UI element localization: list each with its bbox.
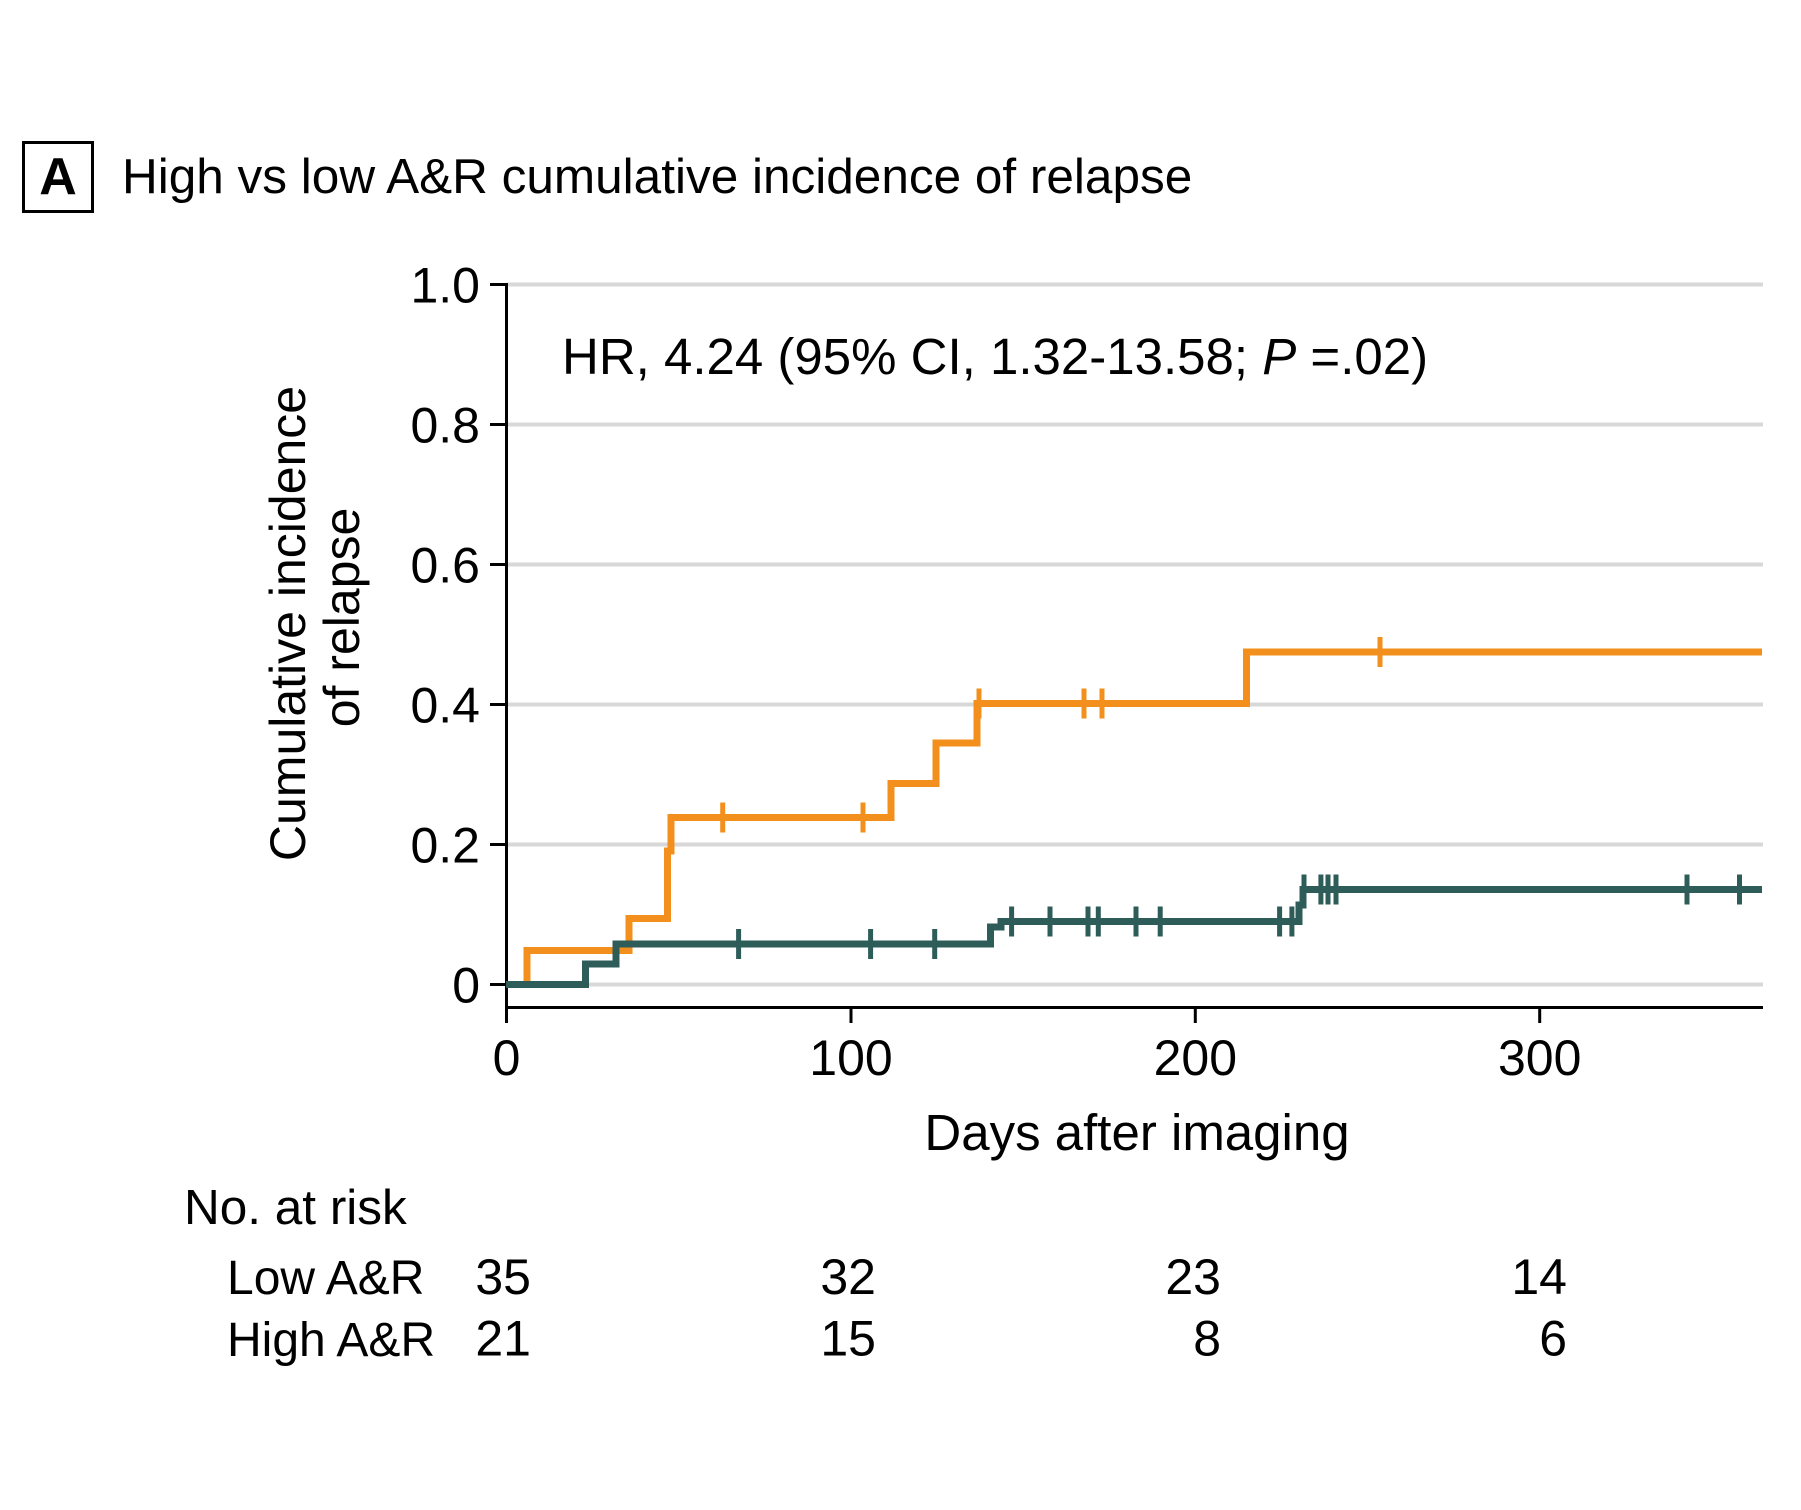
svg-text:Days after imaging: Days after imaging [924, 1104, 1349, 1161]
svg-text:14: 14 [1511, 1249, 1567, 1305]
svg-text:Low A&R: Low A&R [227, 1252, 424, 1305]
svg-text:300: 300 [1498, 1030, 1581, 1086]
svg-text:0.6: 0.6 [410, 538, 480, 594]
svg-text:0: 0 [452, 958, 480, 1014]
svg-text:8: 8 [1193, 1311, 1221, 1367]
svg-text:Cumulative incidence: Cumulative incidence [260, 386, 316, 861]
svg-text:A: A [39, 148, 77, 206]
svg-text:200: 200 [1154, 1030, 1237, 1086]
svg-text:No. at risk: No. at risk [184, 1180, 407, 1235]
svg-text:0.4: 0.4 [410, 678, 480, 734]
svg-text:0.8: 0.8 [410, 398, 480, 454]
svg-text:0.2: 0.2 [410, 818, 480, 874]
svg-text:32: 32 [820, 1249, 876, 1305]
svg-text:0: 0 [493, 1030, 521, 1086]
svg-text:21: 21 [475, 1311, 531, 1367]
svg-text:1.0: 1.0 [410, 258, 480, 314]
svg-text:of relapse: of relapse [314, 508, 370, 728]
svg-text:6: 6 [1539, 1311, 1567, 1367]
svg-text:100: 100 [809, 1030, 892, 1086]
svg-text:High vs low A&R cumulative inc: High vs low A&R cumulative incidence of … [122, 149, 1192, 204]
svg-text:15: 15 [820, 1311, 876, 1367]
svg-text:23: 23 [1165, 1249, 1221, 1305]
svg-text:35: 35 [475, 1249, 531, 1305]
svg-text:High A&R: High A&R [227, 1314, 435, 1367]
svg-text:HR, 4.24 (95% CI, 1.32-13.58;: HR, 4.24 (95% CI, 1.32-13.58; P =.02) [562, 328, 1428, 385]
